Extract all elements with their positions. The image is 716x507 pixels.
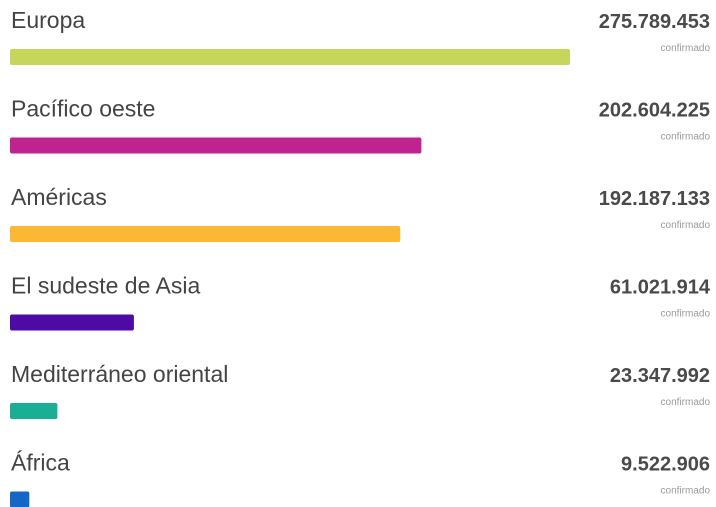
value-label: 23.347.992: [610, 365, 710, 387]
category-label: África: [11, 450, 70, 476]
bar: [10, 49, 570, 65]
value-label: 275.789.453: [599, 11, 710, 33]
bar: [10, 491, 30, 507]
bar: [10, 137, 422, 154]
category-label: Mediterráneo oriental: [11, 361, 228, 387]
bar: [10, 314, 134, 331]
unit-label: confirmado: [661, 309, 711, 320]
value-label: 61.021.914: [610, 277, 711, 299]
category-label: Américas: [11, 184, 107, 210]
category-label: Europa: [11, 7, 85, 33]
category-label: El sudeste de Asia: [11, 273, 200, 299]
category-label: Pacífico oeste: [11, 96, 155, 122]
unit-label: confirmado: [661, 43, 711, 54]
unit-label: confirmado: [661, 397, 711, 408]
unit-label: confirmado: [661, 220, 711, 231]
bar: [10, 403, 58, 419]
value-label: 202.604.225: [599, 100, 710, 122]
bar: [10, 226, 401, 242]
value-label: 192.187.133: [599, 188, 710, 210]
unit-label: confirmado: [661, 132, 711, 143]
unit-label: confirmado: [661, 486, 711, 497]
value-label: 9.522.906: [621, 454, 710, 476]
